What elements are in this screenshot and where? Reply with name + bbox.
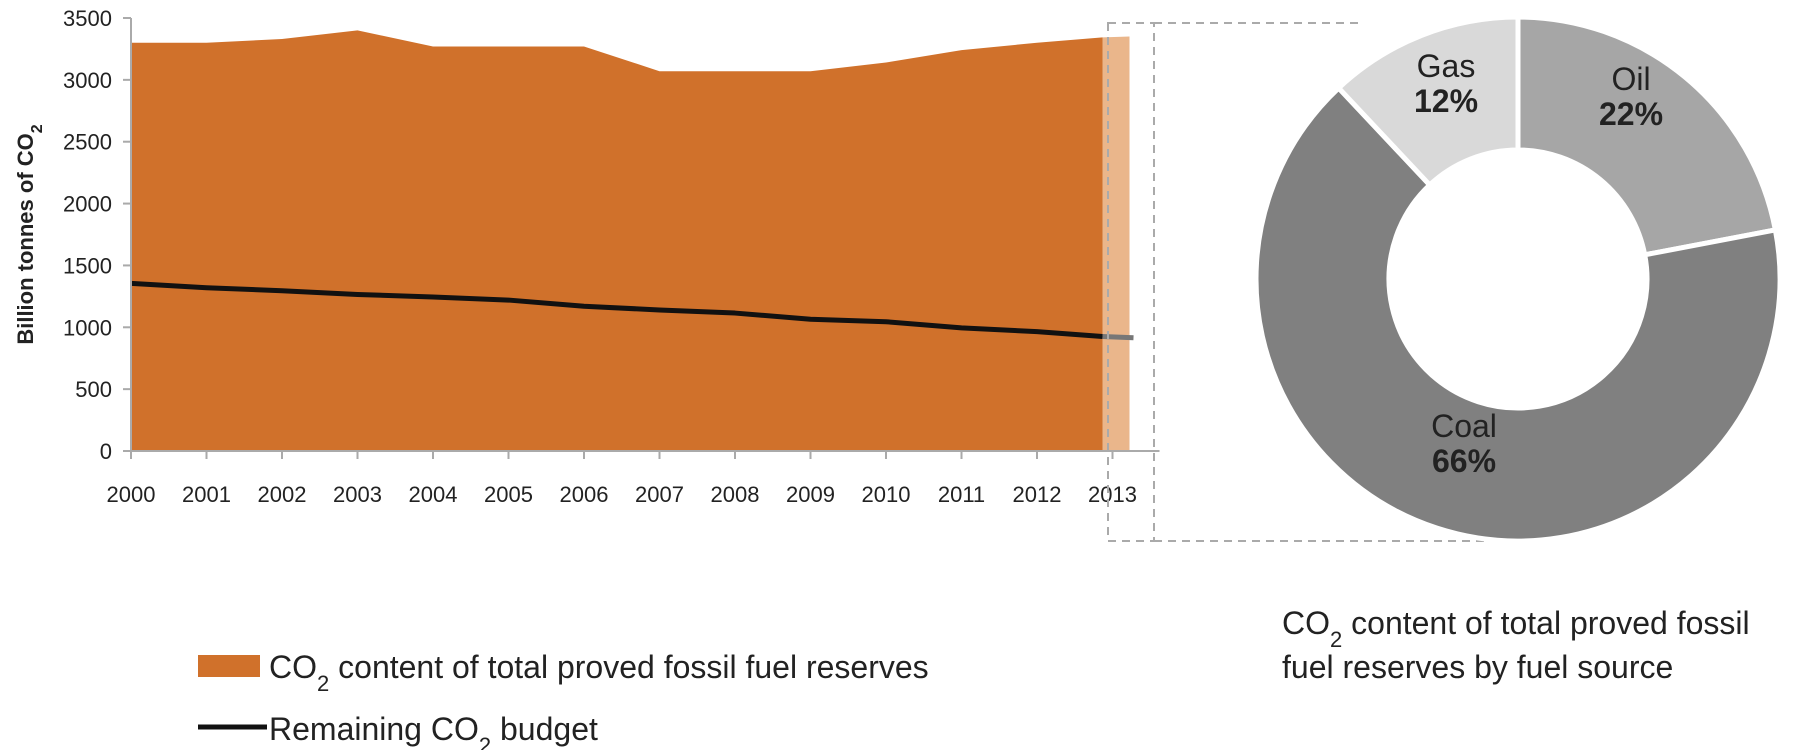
y-tick-label: 1500	[63, 253, 112, 278]
y-tick-label: 0	[100, 439, 112, 464]
axes	[123, 17, 1160, 459]
x-tick-label: 2002	[258, 482, 307, 507]
x-tick-label: 2003	[333, 482, 382, 507]
x-tick-label: 2013	[1088, 482, 1137, 507]
x-tick-label: 2009	[786, 482, 835, 507]
legend-label-budget: Remaining CO2 budget	[269, 711, 598, 750]
y-tick-label: 500	[75, 377, 112, 402]
x-tick-label: 2005	[484, 482, 533, 507]
highlight-box	[1107, 22, 1155, 542]
donut-pct-oil: 22%	[1599, 96, 1663, 132]
donut-pct-coal: 66%	[1432, 443, 1496, 479]
area-series-reserves	[131, 30, 1103, 451]
donut-caption: CO2 content of total proved fossil fuel r…	[1282, 605, 1750, 685]
x-tick-label: 2008	[711, 482, 760, 507]
area-marks	[130, 30, 1134, 452]
x-tick-label: 2004	[409, 482, 458, 507]
x-tick-label: 2001	[182, 482, 231, 507]
y-tick-label: 2000	[63, 192, 112, 217]
y-axis-label: Billion tonnes of CO2	[13, 124, 46, 344]
x-tick-labels: 2000 2001 2002 2003 2004 2005 2006 2007 2008 2009…	[107, 482, 1137, 507]
donut-label-oil: Oil	[1611, 61, 1650, 97]
y-tick-labels: 0 500 1000 1500 2000 2500 3000 3500	[63, 6, 112, 464]
donut-pct-gas: 12%	[1414, 83, 1478, 119]
donut-slice-oil	[1515, 14, 1779, 258]
y-tick-label: 1000	[63, 315, 112, 340]
line-series-budget	[130, 280, 1103, 339]
y-tick-label: 3000	[63, 68, 112, 93]
donut-label-gas: Gas	[1417, 48, 1476, 84]
area-highlight-2013	[1102, 36, 1130, 452]
y-tick-label: 2500	[63, 130, 112, 155]
donut-slice-coal	[1253, 84, 1783, 544]
y-tick-label: 3500	[63, 6, 112, 31]
legend-swatch-reserves	[198, 655, 260, 677]
x-tick-label: 2011	[938, 482, 985, 507]
x-tick-label: 2010	[862, 482, 911, 507]
donut-label-coal: Coal	[1431, 408, 1497, 444]
donut-slice-gas	[1335, 14, 1521, 189]
highlight-connector	[1107, 22, 1492, 542]
legend-label-reserves: CO2 content of total proved fossil fuel …	[269, 649, 929, 696]
x-tick-label: 2007	[635, 482, 684, 507]
x-tick-label: 2012	[1013, 482, 1062, 507]
x-tick-label: 2006	[560, 482, 609, 507]
x-tick-label: 2000	[107, 482, 156, 507]
legend: CO2 content of total proved fossil fuel …	[198, 649, 929, 750]
